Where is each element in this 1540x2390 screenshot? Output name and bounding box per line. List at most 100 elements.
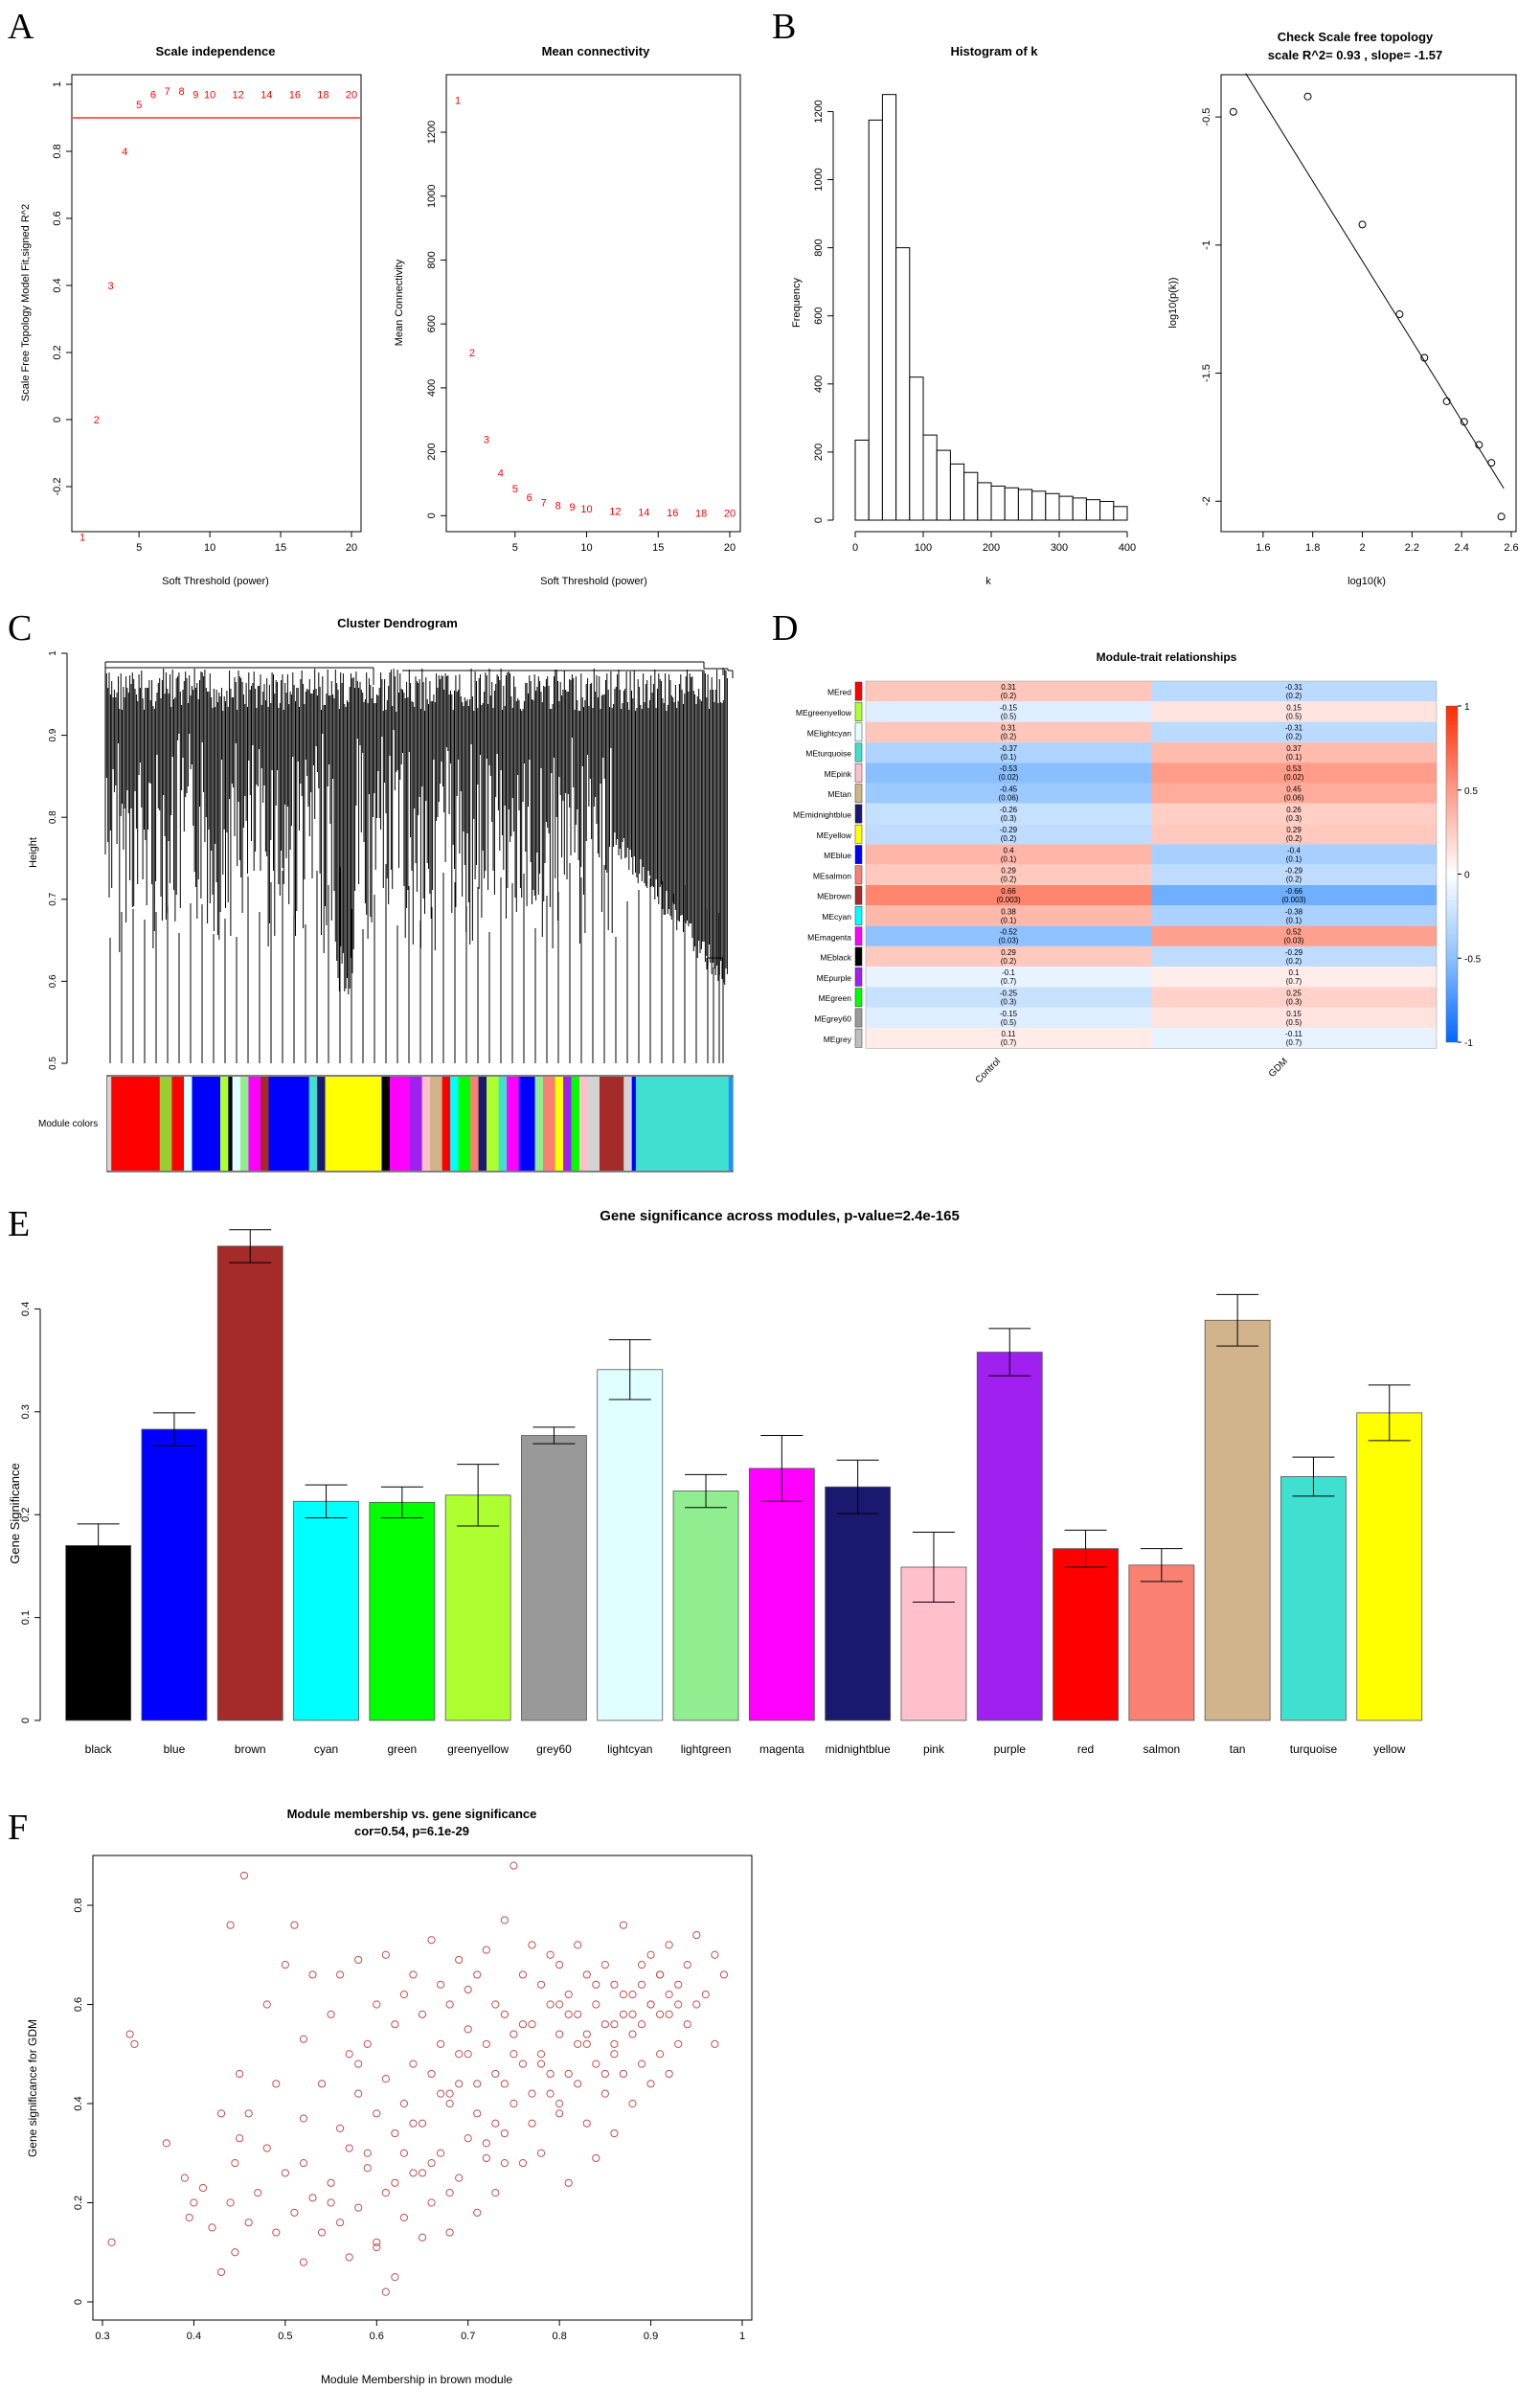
- data-point: [555, 1961, 564, 1969]
- data-point: [399, 2213, 409, 2222]
- data-point: [391, 2128, 399, 2138]
- category-label: lightcyan: [607, 1742, 652, 1756]
- module-color-segment: [578, 1077, 588, 1171]
- data-point: [226, 2198, 235, 2207]
- bar-cyan: [293, 1500, 359, 1721]
- x-tick-label: 100: [915, 542, 932, 554]
- chart-marks: -2 -1.5 -1 -0.5 1.6 1.8 2 2.2 2.4 2.6: [1201, 73, 1519, 554]
- data-point: [546, 2089, 555, 2098]
- data-point: [619, 2010, 628, 2018]
- cell-pvalue: (0.03): [999, 937, 1019, 945]
- data-point: [582, 2039, 591, 2048]
- data-point: [464, 1985, 472, 1994]
- heatmap-cell: [866, 905, 1151, 926]
- data-point: [491, 2189, 500, 2197]
- module-color-segment: [159, 1077, 172, 1171]
- power-point-label: 16: [667, 508, 678, 519]
- x-tick-label: 0: [852, 542, 858, 554]
- module-swatch: [854, 845, 863, 864]
- x-tick-label: 0.9: [644, 2331, 658, 2342]
- legend-tick-label: 0: [1464, 871, 1470, 881]
- x-tick-label: 10: [580, 542, 592, 554]
- legend-tick-label: 0.5: [1464, 786, 1478, 797]
- data-point: [1229, 107, 1237, 116]
- data-point: [409, 2119, 418, 2128]
- data-point: [555, 2030, 564, 2038]
- chart-title: Module membership vs. gene significance: [287, 1807, 537, 1821]
- cell-pvalue: (0.1): [1286, 854, 1302, 863]
- cell-pvalue: (0.2): [1001, 733, 1017, 741]
- data-point: [656, 2050, 665, 2059]
- data-point: [226, 1921, 235, 1929]
- data-point: [510, 2099, 518, 2108]
- module-swatch: [854, 946, 863, 967]
- cell-correlation: -0.45: [1000, 785, 1018, 794]
- y-axis-label: Gene Significance: [8, 1463, 22, 1564]
- heatmap-cell: [866, 1007, 1151, 1029]
- bar-green: [369, 1501, 436, 1721]
- data-point: [610, 2050, 619, 2059]
- data-point: [600, 2089, 609, 2098]
- x-tick-label: 10: [204, 542, 215, 554]
- power-point-label: 1: [455, 96, 461, 107]
- x-tick-label: 2.2: [1405, 542, 1419, 554]
- data-point: [363, 2149, 372, 2157]
- module-swatch: [854, 885, 863, 905]
- y-tick-label: 0.7: [48, 892, 58, 905]
- data-point: [336, 1970, 345, 1979]
- y-tick-label: 0.8: [73, 1898, 84, 1912]
- category-label: purple: [994, 1742, 1027, 1756]
- y-tick-label: -0.5: [1201, 108, 1212, 126]
- module-color-segment: [450, 1077, 459, 1171]
- data-point: [536, 2149, 546, 2157]
- data-point: [674, 1980, 683, 1989]
- data-point: [272, 2080, 281, 2088]
- data-point: [637, 1980, 646, 1989]
- y-axis-label: Height: [28, 837, 39, 868]
- x-tick-label: 0.7: [461, 2331, 475, 2342]
- data-point: [317, 2228, 327, 2237]
- data-point: [373, 2000, 381, 2009]
- cell-correlation: 0.15: [1286, 1010, 1302, 1018]
- data-point: [482, 2139, 490, 2148]
- y-tick-label: 800: [426, 251, 438, 268]
- x-tick-label: 0.5: [278, 2331, 292, 2342]
- data-point: [473, 1970, 482, 1979]
- module-color-segment: [542, 1077, 556, 1171]
- power-point-label: 5: [136, 100, 142, 111]
- x-tick-label: 200: [983, 542, 1000, 554]
- power-point-label: 5: [512, 484, 518, 495]
- cell-pvalue: (0.5): [1286, 712, 1302, 720]
- chart-title: Scale independence: [156, 44, 276, 58]
- histogram-bar: [936, 449, 951, 521]
- data-point: [528, 2020, 536, 2029]
- data-point: [262, 2144, 271, 2152]
- data-point: [665, 1941, 673, 1949]
- y-tick-label: 0: [813, 517, 825, 523]
- power-point-label: 9: [570, 502, 576, 513]
- data-point: [239, 1871, 249, 1880]
- cell-correlation: 0.53: [1286, 764, 1302, 773]
- module-color-segment: [421, 1077, 431, 1171]
- cell-pvalue: (0.5): [1001, 712, 1017, 720]
- histogram-bar: [1113, 506, 1128, 521]
- data-point: [646, 2000, 655, 2009]
- data-point: [701, 1991, 710, 1999]
- data-point: [290, 1921, 299, 1929]
- x-tick-label: 300: [1051, 542, 1068, 554]
- category-label: tan: [1230, 1742, 1246, 1756]
- power-point-label: 4: [498, 467, 504, 479]
- data-point: [500, 2159, 509, 2168]
- data-point: [262, 2000, 271, 2009]
- data-point: [363, 2164, 372, 2173]
- data-point: [637, 1961, 646, 1969]
- cell-correlation: -0.31: [1285, 683, 1303, 692]
- histogram-bar: [1099, 500, 1115, 521]
- x-tick-label: 0.4: [187, 2331, 201, 2342]
- histogram-bar: [881, 94, 897, 521]
- heatmap-cell: [1151, 824, 1437, 845]
- data-point: [528, 1941, 536, 1949]
- cell-correlation: 0.26: [1286, 806, 1302, 814]
- data-point: [317, 2080, 327, 2088]
- y-tick-label: 1200: [426, 121, 438, 144]
